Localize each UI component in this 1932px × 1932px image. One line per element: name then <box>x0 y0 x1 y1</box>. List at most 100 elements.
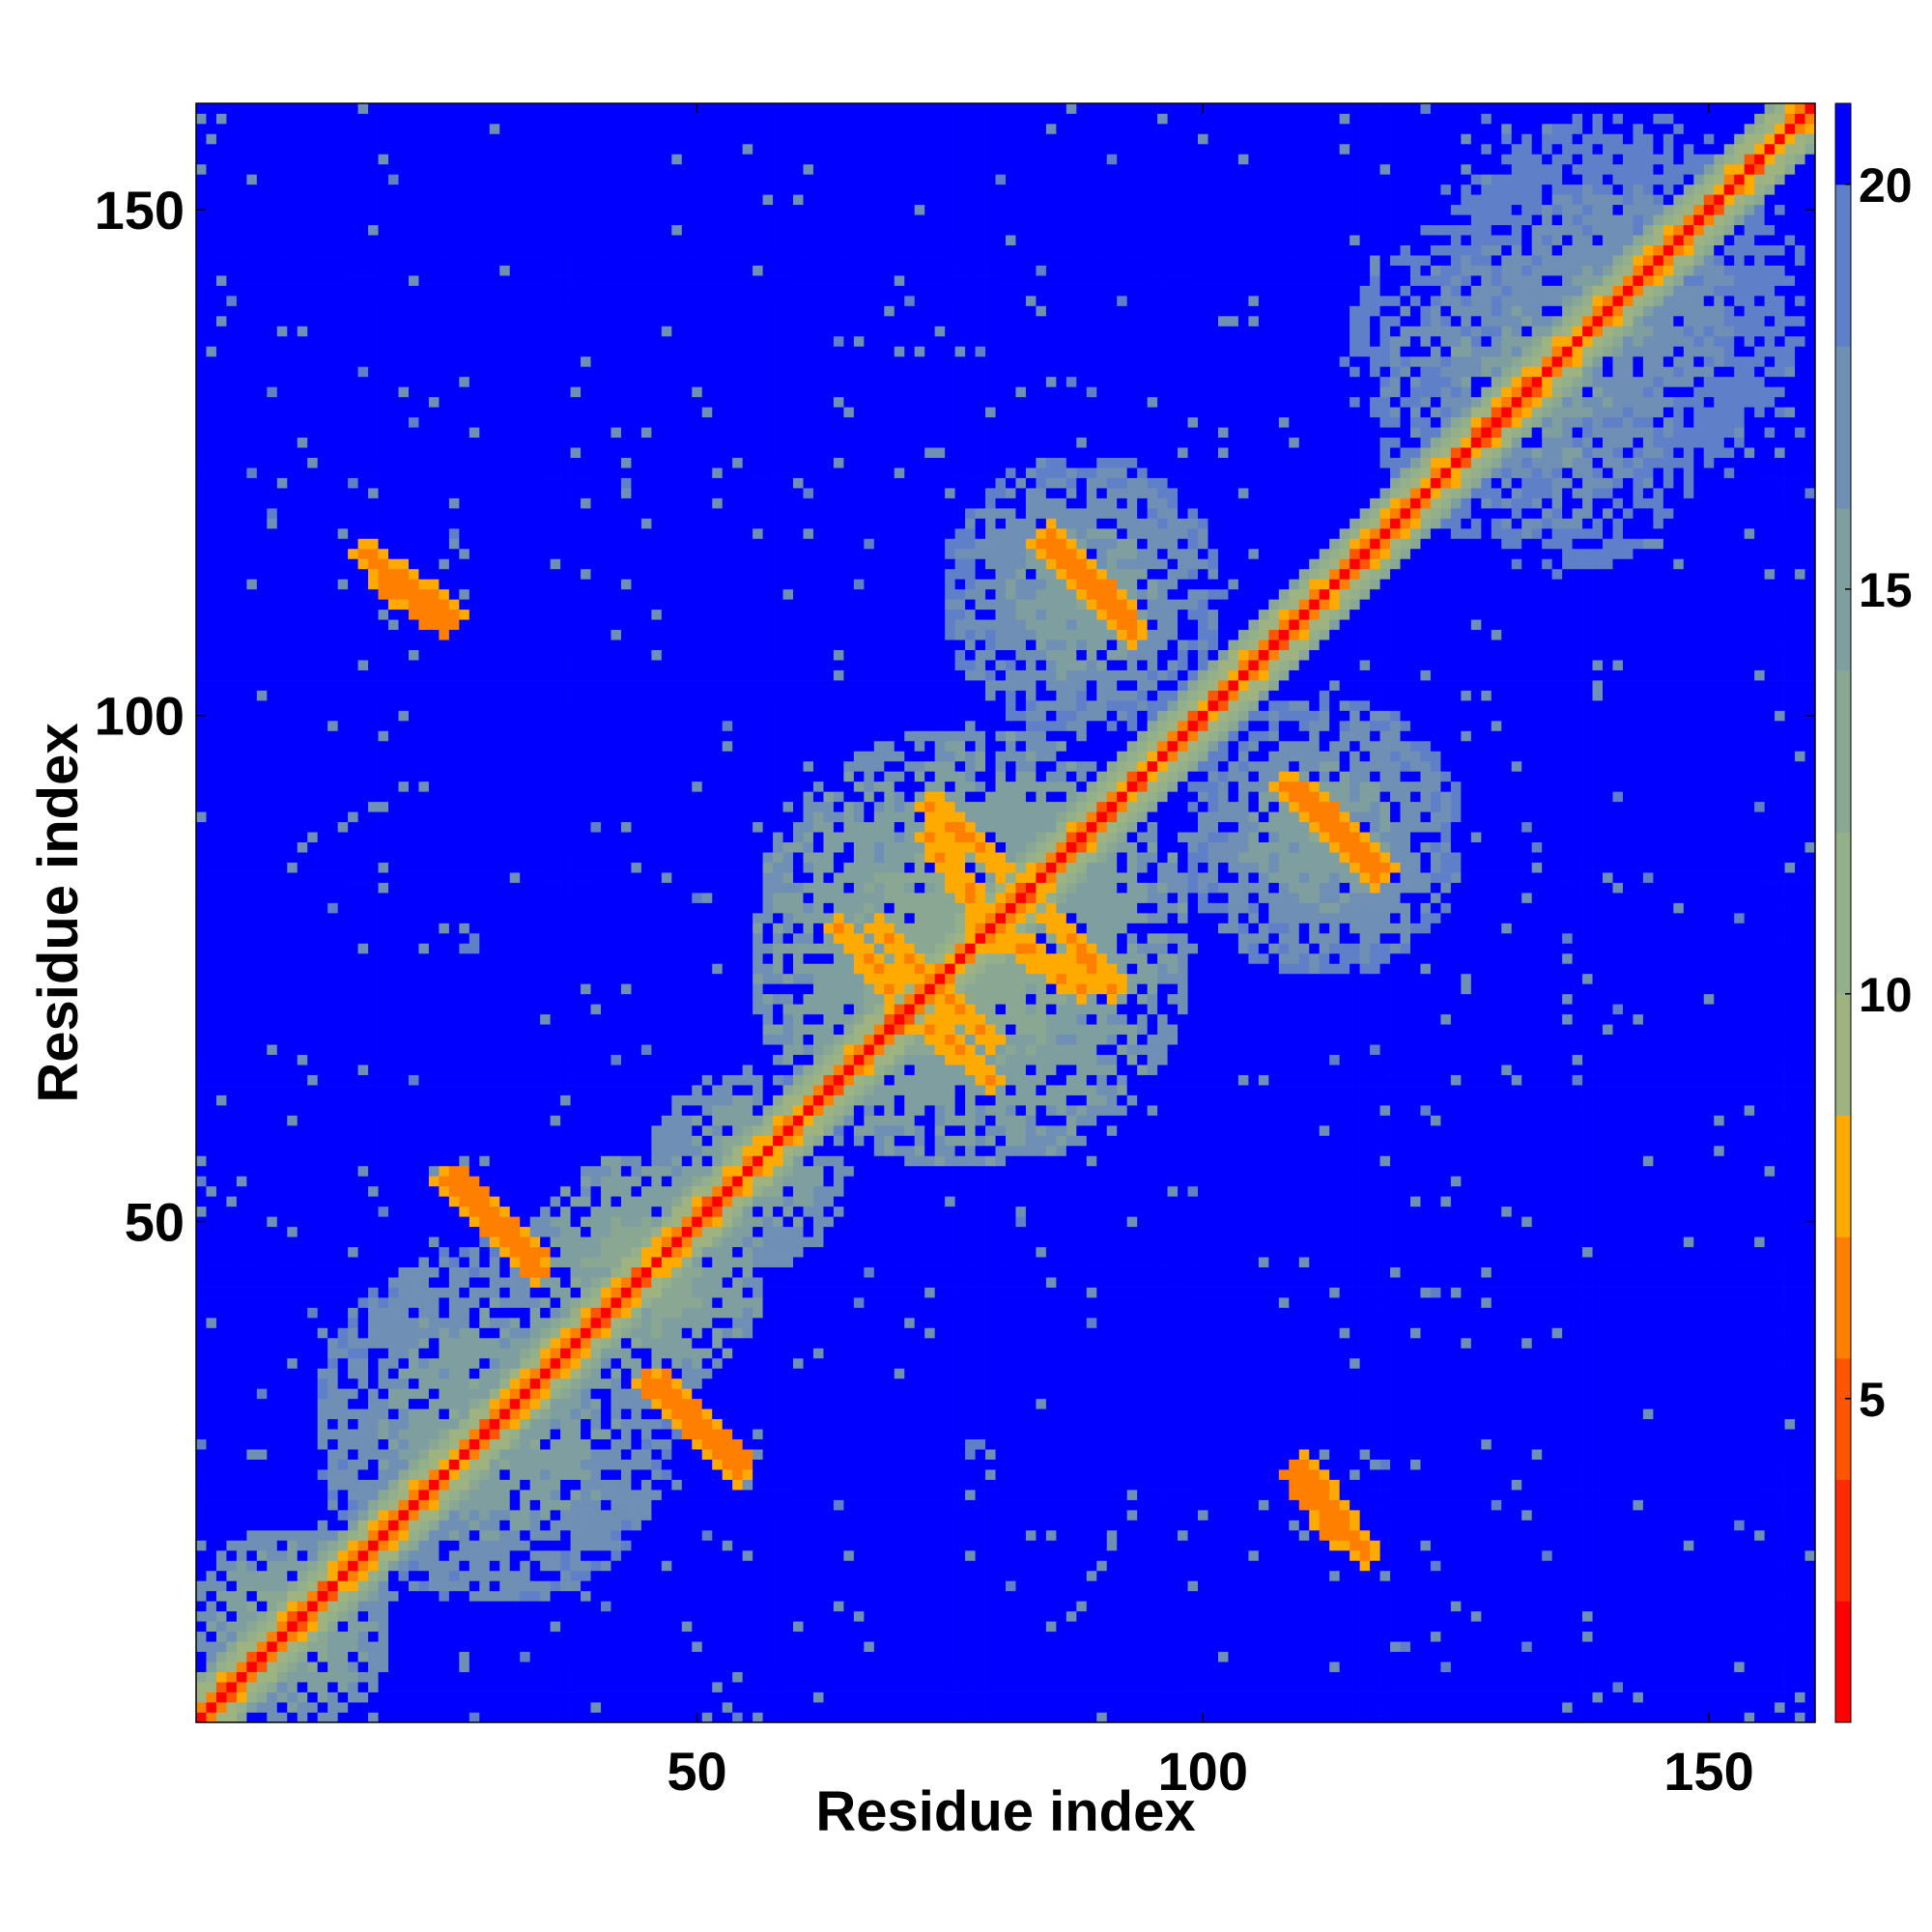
heatmap-cell <box>1562 1499 1573 1511</box>
heatmap-cell <box>1015 1520 1027 1531</box>
heatmap-cell <box>1653 1438 1664 1450</box>
heatmap-cell <box>1521 1702 1533 1713</box>
heatmap-cell <box>439 1469 450 1480</box>
heatmap-cell <box>206 1601 217 1612</box>
heatmap-cell <box>540 1621 551 1633</box>
heatmap-cell <box>418 1590 430 1602</box>
heatmap-cell <box>1734 1610 1746 1622</box>
heatmap-cell <box>773 1540 783 1551</box>
heatmap-cell <box>1289 1560 1300 1572</box>
heatmap-cell <box>1582 1691 1593 1703</box>
heatmap-cell <box>1319 1469 1330 1480</box>
heatmap-cell <box>1491 1549 1502 1561</box>
heatmap-cell <box>833 1510 844 1520</box>
heatmap-cell <box>1228 1712 1239 1723</box>
heatmap-cell <box>1339 1540 1350 1551</box>
heatmap-cell <box>357 1449 369 1460</box>
heatmap-cell <box>722 1459 733 1470</box>
heatmap-cell <box>1603 1549 1613 1561</box>
heatmap-cell <box>1006 1499 1016 1511</box>
heatmap-cell <box>1592 1549 1604 1561</box>
heatmap-cell <box>1612 1449 1624 1460</box>
heatmap-cell <box>631 1408 642 1420</box>
heatmap-cell <box>732 1671 743 1683</box>
heatmap-cell <box>1470 1631 1482 1642</box>
heatmap-cell <box>317 1490 328 1500</box>
heatmap-cell <box>1521 1418 1533 1430</box>
heatmap-cell <box>215 1621 227 1633</box>
heatmap-cell <box>631 1540 642 1551</box>
heatmap-cell <box>753 1510 763 1520</box>
heatmap-cell <box>307 1418 319 1430</box>
heatmap-cell <box>1096 1590 1108 1602</box>
heatmap-cell <box>1289 1601 1300 1612</box>
heatmap-cell <box>196 1702 207 1713</box>
heatmap-cell <box>418 1449 430 1460</box>
heatmap-cell <box>1006 1490 1016 1500</box>
heatmap-cell <box>368 1469 379 1480</box>
heatmap-cell <box>812 1529 824 1541</box>
heatmap-cell <box>671 1570 683 1581</box>
heatmap-cell <box>206 1610 217 1622</box>
heatmap-cell <box>1126 1671 1138 1683</box>
heatmap-cell <box>894 1479 905 1491</box>
heatmap-cell <box>873 1702 885 1713</box>
heatmap-cell <box>469 1682 480 1692</box>
heatmap-cell <box>701 1510 713 1520</box>
heatmap-cell <box>1481 1590 1492 1602</box>
heatmap-cell <box>1633 1590 1644 1602</box>
heatmap-cell <box>1359 1469 1371 1480</box>
heatmap-cell <box>1683 1570 1694 1581</box>
heatmap-cell <box>560 1398 571 1409</box>
heatmap-cell <box>570 1469 582 1480</box>
heatmap-cell <box>1076 1459 1088 1470</box>
heatmap-cell <box>469 1580 480 1592</box>
heatmap-cell <box>398 1499 410 1511</box>
heatmap-cell <box>833 1429 844 1440</box>
heatmap-cell <box>509 1580 521 1592</box>
heatmap-cell <box>1410 1490 1421 1500</box>
heatmap-cell <box>398 1469 410 1480</box>
heatmap-cell <box>1178 1408 1188 1420</box>
heatmap-cell <box>773 1469 783 1480</box>
heatmap-cell <box>1521 1549 1533 1561</box>
heatmap-cell <box>651 1671 663 1683</box>
heatmap-cell <box>793 1429 804 1440</box>
heatmap-cell <box>934 1408 946 1420</box>
heatmap-cell <box>196 1418 207 1430</box>
heatmap-cell <box>418 1560 430 1572</box>
heatmap-cell <box>1025 1610 1037 1622</box>
heatmap-cell <box>348 1429 358 1440</box>
heatmap-cell <box>1603 1490 1613 1500</box>
heatmap-cell <box>934 1590 946 1602</box>
heatmap-cell <box>368 1438 379 1450</box>
heatmap-cell <box>1470 1438 1482 1450</box>
heatmap-cell <box>297 1712 308 1723</box>
heatmap-cell <box>742 1641 753 1653</box>
heatmap-cell <box>1268 1580 1280 1592</box>
heatmap-cell <box>570 1520 582 1531</box>
heatmap-cell <box>884 1671 895 1683</box>
heatmap-cell <box>1461 1651 1472 1662</box>
heatmap-cell <box>773 1580 783 1592</box>
heatmap-cell <box>408 1459 419 1470</box>
heatmap-cell <box>1025 1712 1037 1723</box>
heatmap-cell <box>1714 1449 1725 1460</box>
heatmap-cell <box>640 1418 652 1430</box>
heatmap-cell <box>924 1408 936 1420</box>
heatmap-cell <box>1076 1490 1088 1500</box>
heatmap-cell <box>1329 1490 1341 1500</box>
heatmap-cell <box>753 1418 763 1430</box>
heatmap-cell <box>793 1438 804 1450</box>
heatmap-cell <box>357 1691 369 1703</box>
heatmap-cell <box>1379 1601 1391 1612</box>
heatmap-cell <box>1056 1520 1067 1531</box>
heatmap-cell <box>256 1671 268 1683</box>
heatmap-cell <box>1784 1490 1796 1500</box>
heatmap-cell <box>843 1529 855 1541</box>
heatmap-cell <box>631 1631 642 1642</box>
heatmap-cell <box>1440 1570 1452 1581</box>
heatmap-cell <box>469 1438 480 1450</box>
heatmap-cell <box>1359 1510 1371 1520</box>
heatmap-cell <box>762 1712 774 1723</box>
